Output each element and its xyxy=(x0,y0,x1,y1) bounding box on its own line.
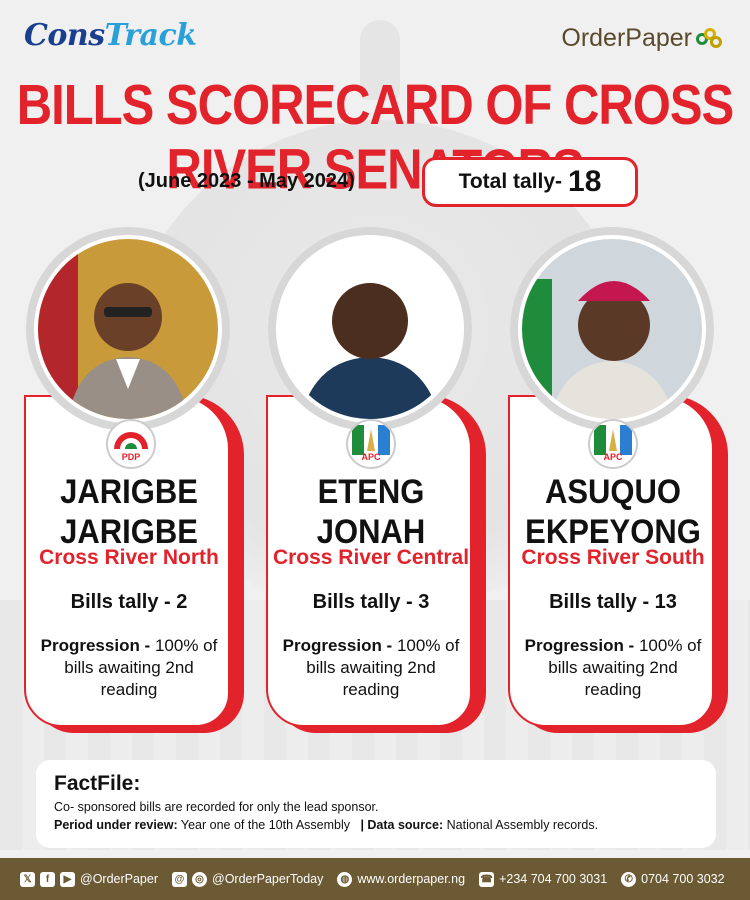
website-link[interactable]: ◍ www.orderpaper.ng xyxy=(337,871,465,887)
page-title: BILLS SCORECARD OF CROSS RIVER SENATORS xyxy=(16,74,734,202)
total-tally-box: Total tally- 18 xyxy=(422,157,638,207)
bills-tally: Bills tally - 13 xyxy=(549,591,677,613)
factfile-note: Co- sponsored bills are recorded for onl… xyxy=(54,800,379,814)
orderpaper-mark-icon xyxy=(696,27,724,50)
facebook-icon: f xyxy=(40,871,55,887)
phone-icon: ☎ xyxy=(479,871,495,887)
senator-portrait xyxy=(280,239,460,419)
senator-name: ETENG JONAH xyxy=(316,472,426,551)
senator-portrait xyxy=(38,239,218,419)
globe-icon: ◍ xyxy=(337,871,353,887)
total-tally-value: 18 xyxy=(568,165,602,198)
background-statue xyxy=(360,20,400,100)
bills-tally: Bills tally - 2 xyxy=(70,591,188,613)
senator-name: ASUQUO EKPEYONG xyxy=(525,472,701,551)
progression-text: Progression - 100% of bills awaiting 2nd… xyxy=(40,636,218,699)
senator-region: Cross River North xyxy=(39,546,219,569)
senator-region: Cross River Central xyxy=(272,546,470,569)
senator-portrait xyxy=(522,239,702,419)
whatsapp-icon: ✆ xyxy=(621,871,637,887)
senator-portrait-ring xyxy=(510,227,714,431)
progression-text: Progression - 100% of bills awaiting 2nd… xyxy=(524,636,702,699)
total-tally-label: Total tally- xyxy=(458,170,563,193)
x-icon: 𝕏 xyxy=(20,871,35,887)
pdp-party-logo-icon: PDP xyxy=(106,419,156,469)
factfile-box: FactFile: Co- sponsored bills are record… xyxy=(36,760,716,848)
senator-portrait-ring xyxy=(26,227,230,431)
phone-2[interactable]: ✆ 0704 700 3032 xyxy=(621,871,725,887)
youtube-icon: ▶ xyxy=(60,871,75,887)
constrack-logo: ConsTrack xyxy=(24,18,197,53)
social-handle-1[interactable]: 𝕏 f ▶ @OrderPaper xyxy=(20,871,158,887)
factfile-title: FactFile: xyxy=(54,772,141,795)
threads-icon: @ xyxy=(172,871,187,887)
bills-tally: Bills tally - 3 xyxy=(312,591,430,613)
senator-name: JARIGBE JARIGBE xyxy=(60,472,198,551)
instagram-icon: ◎ xyxy=(192,871,207,887)
footer-bar: 𝕏 f ▶ @OrderPaper @ ◎ @OrderPaperToday ◍… xyxy=(0,858,750,900)
social-handle-2[interactable]: @ ◎ @OrderPaperToday xyxy=(172,871,323,887)
factfile-period-source: Period under review: Year one of the 10t… xyxy=(54,818,599,832)
senator-portrait-ring xyxy=(268,227,472,431)
period-label: (June 2023 - May 2024) xyxy=(138,170,355,192)
apc-party-logo-icon: APC xyxy=(346,419,396,469)
apc-party-logo-icon: APC xyxy=(588,419,638,469)
senator-region: Cross River South xyxy=(521,546,705,569)
phone-1[interactable]: ☎ +234 704 700 3031 xyxy=(479,871,608,887)
progression-text: Progression - 100% of bills awaiting 2nd… xyxy=(282,636,460,699)
orderpaper-logo: OrderPaper xyxy=(561,24,724,53)
